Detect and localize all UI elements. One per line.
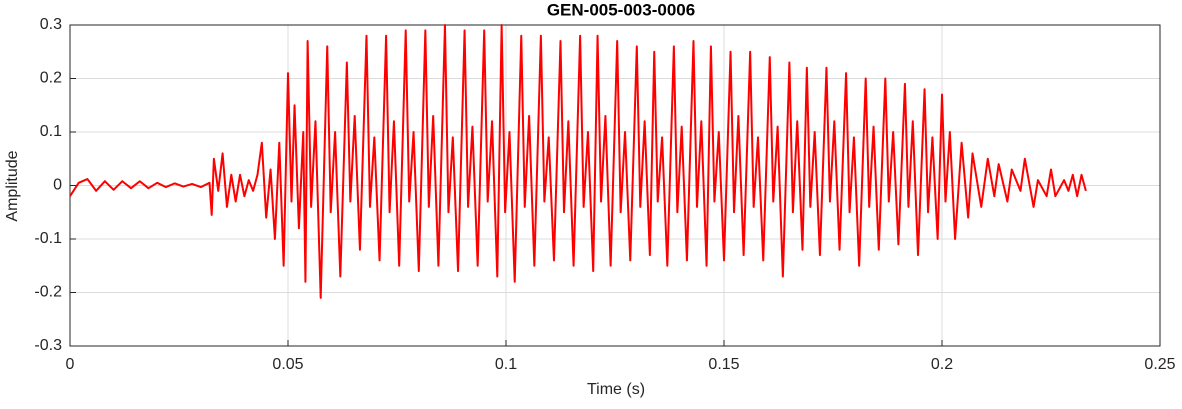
x-tick-label: 0.05	[272, 356, 303, 373]
y-tick-label: -0.2	[34, 284, 62, 301]
x-tick-label: 0.25	[1144, 356, 1175, 373]
plot-frame	[69, 24, 1161, 347]
y-tick-label: 0.3	[40, 16, 62, 33]
x-tick-label: 0.1	[495, 356, 517, 373]
x-tick-label: 0.2	[931, 356, 953, 373]
y-tick-label: 0.1	[40, 123, 62, 140]
y-tick-label: 0	[53, 177, 62, 194]
x-tick-label: 0	[66, 356, 75, 373]
y-tick-label: -0.1	[34, 230, 62, 247]
y-tick-label: 0.2	[40, 70, 62, 87]
y-axis-label: Amplitude	[4, 150, 21, 221]
waveform-line	[69, 24, 1087, 299]
x-axis-label: Time (s)	[587, 381, 645, 398]
x-tick-label: 0.15	[708, 356, 739, 373]
y-tick-label: -0.3	[34, 337, 62, 354]
chart-title: GEN-005-003-0006	[547, 0, 695, 19]
